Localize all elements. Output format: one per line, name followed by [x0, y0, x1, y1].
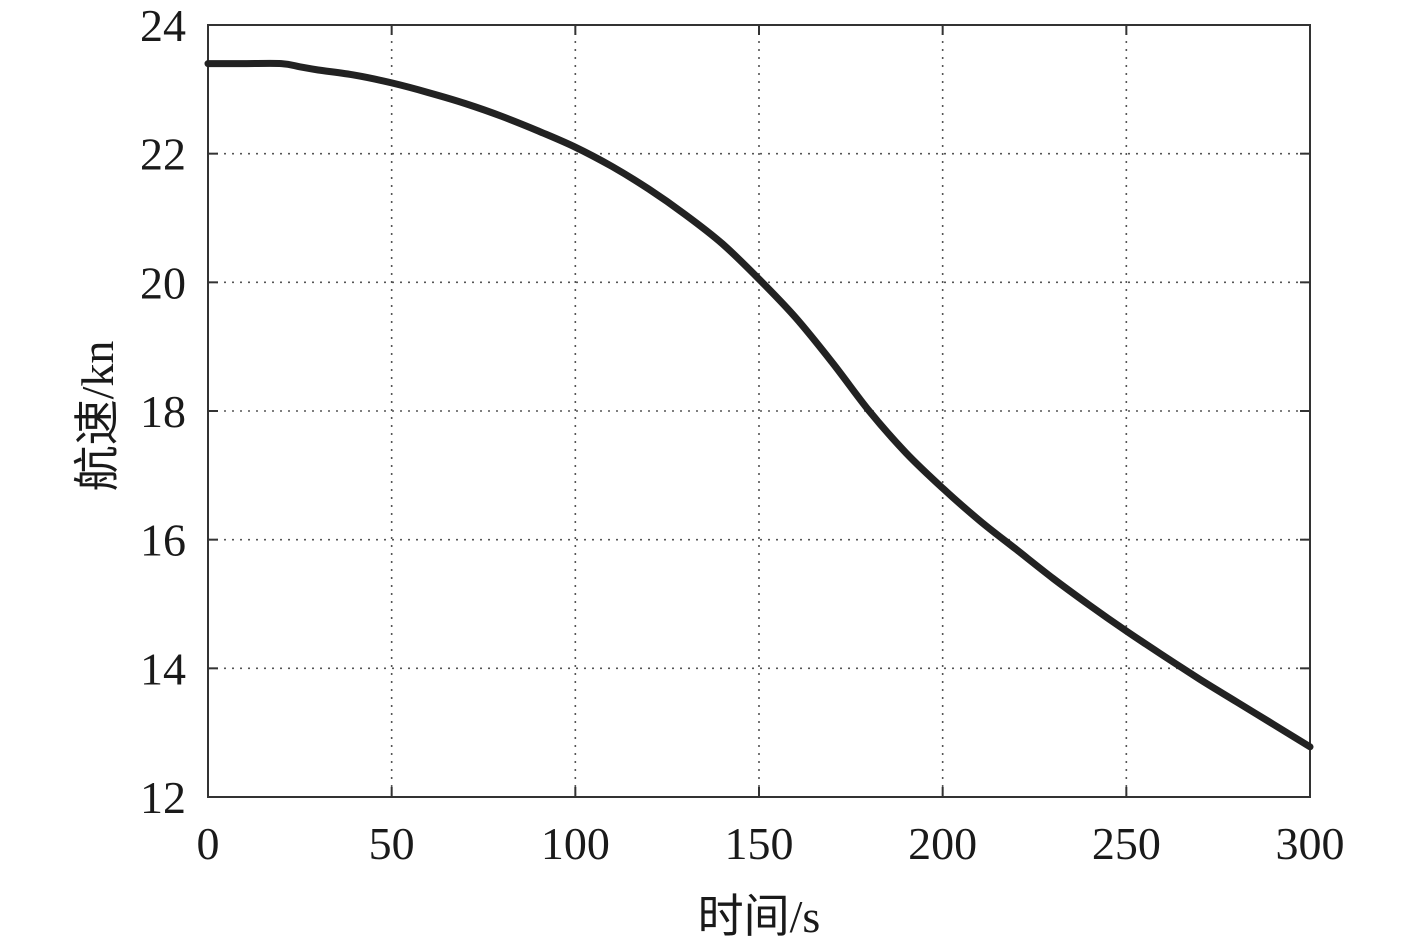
y-tick-labels: 12 14 16 18 20 22 24 — [140, 0, 186, 823]
x-tick-label: 150 — [725, 818, 794, 869]
x-tick-labels: 0 50 100 150 200 250 300 — [197, 818, 1345, 869]
y-tick-label: 12 — [140, 772, 186, 823]
x-tick-label: 50 — [369, 818, 415, 869]
series-line-0 — [204, 59, 1314, 751]
x-tick-label: 0 — [197, 818, 220, 869]
y-tick-label: 22 — [140, 129, 186, 180]
y-axis-title: 航速/kn — [72, 341, 123, 492]
x-tick-label: 200 — [908, 818, 977, 869]
y-tick-label: 14 — [140, 643, 186, 694]
y-tick-label: 16 — [140, 515, 186, 566]
x-tick-label: 100 — [541, 818, 610, 869]
x-tick-label: 250 — [1092, 818, 1161, 869]
tick-marks — [207, 24, 1311, 798]
grid-lines — [208, 25, 1310, 797]
y-tick-label: 20 — [140, 257, 186, 308]
y-tick-label: 24 — [140, 0, 186, 51]
y-tick-label: 18 — [140, 386, 186, 437]
x-tick-label: 300 — [1276, 818, 1345, 869]
x-axis-title: 时间/s — [698, 891, 821, 942]
series-layer — [204, 59, 1314, 751]
